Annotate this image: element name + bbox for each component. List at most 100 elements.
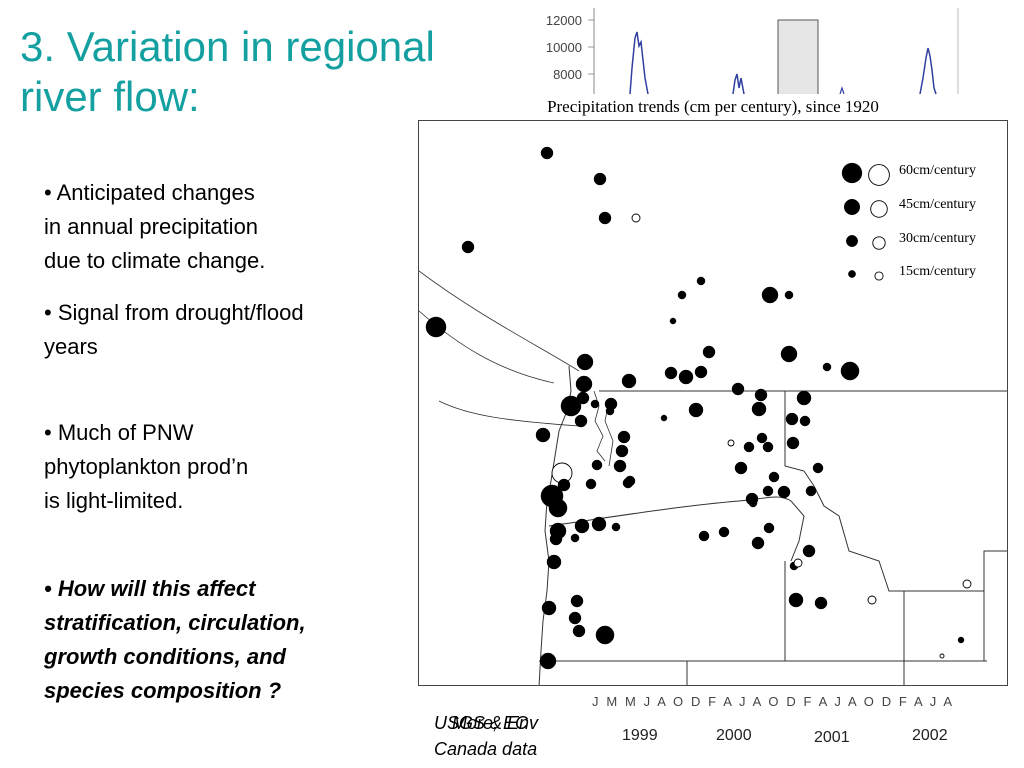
station-marker <box>786 436 800 450</box>
station-marker <box>688 402 704 418</box>
legend-label-15: 15cm/century <box>899 264 976 279</box>
station-marker <box>867 595 877 605</box>
station-marker <box>613 459 627 473</box>
station-marker <box>814 596 828 610</box>
station-marker <box>575 375 593 393</box>
legend-increase-symbol-30 <box>846 235 858 247</box>
legend-increase-symbol-45 <box>843 198 861 216</box>
source-line-canada: Canada data <box>434 739 538 759</box>
station-marker <box>698 530 710 542</box>
station-marker <box>570 594 584 608</box>
station-marker <box>595 625 615 645</box>
station-marker <box>546 554 562 570</box>
legend-label-30: 30cm/century <box>899 231 976 246</box>
legend-decrease-symbol-60 <box>868 164 890 186</box>
station-marker <box>751 536 765 550</box>
y-tick-12000: 12000 <box>546 13 582 28</box>
station-marker <box>669 317 677 325</box>
station-marker <box>541 600 557 616</box>
station-marker <box>734 461 748 475</box>
station-marker <box>549 532 563 546</box>
station-marker <box>788 592 804 608</box>
station-marker <box>763 522 775 534</box>
station-marker <box>539 652 557 670</box>
station-marker <box>957 636 965 644</box>
station-marker <box>762 441 774 453</box>
station-marker <box>570 533 580 543</box>
station-marker <box>590 399 600 409</box>
source-line-overlay: More, EC <box>452 713 529 733</box>
legend-label-45: 45cm/century <box>899 197 976 212</box>
station-marker <box>677 290 687 300</box>
station-marker <box>540 146 554 160</box>
station-marker <box>840 361 860 381</box>
legend-increase-symbol-60 <box>841 162 863 184</box>
year-2002: 2002 <box>912 727 948 744</box>
map-caption: Precipitation trends (cm per century), s… <box>547 97 879 116</box>
station-marker <box>768 471 780 483</box>
station-marker <box>812 462 824 474</box>
station-marker <box>425 316 447 338</box>
legend-decrease-symbol-15 <box>874 271 884 281</box>
slide-title: 3. Variation in regional river flow: <box>20 23 435 120</box>
year-2001: 2001 <box>814 729 850 746</box>
year-1999: 1999 <box>622 727 658 744</box>
station-marker <box>548 498 568 518</box>
station-marker <box>611 522 621 532</box>
hydrograph-x-axis: J M M J A O D F A J A O D F A J A O D F … <box>588 690 968 750</box>
station-marker <box>535 427 551 443</box>
station-marker <box>702 345 716 359</box>
station-marker <box>576 353 594 371</box>
station-marker <box>962 579 972 589</box>
station-marker <box>568 611 582 625</box>
station-marker <box>591 516 607 532</box>
station-marker <box>694 365 708 379</box>
station-marker <box>785 412 799 426</box>
station-marker <box>617 430 631 444</box>
station-marker <box>696 276 706 286</box>
legend-decrease-symbol-30 <box>872 236 886 250</box>
station-marker <box>660 414 668 422</box>
station-marker <box>748 498 758 508</box>
station-marker <box>598 211 612 225</box>
station-marker <box>751 401 767 417</box>
source-line-usgs: USGS & Env <box>434 713 539 733</box>
station-marker <box>622 477 634 489</box>
station-marker <box>718 526 730 538</box>
station-marker <box>796 390 812 406</box>
station-marker <box>777 485 791 499</box>
station-marker <box>762 485 774 497</box>
station-marker <box>939 653 945 659</box>
station-marker <box>743 441 755 453</box>
station-marker <box>574 414 588 428</box>
station-marker <box>780 345 798 363</box>
station-marker <box>802 544 816 558</box>
station-marker <box>822 362 832 372</box>
legend-decrease-symbol-45 <box>870 200 888 218</box>
station-marker <box>761 286 779 304</box>
station-marker <box>784 290 794 300</box>
station-marker <box>664 366 678 380</box>
station-marker <box>731 382 745 396</box>
highlight-band <box>777 19 819 94</box>
legend-label-60: 60cm/century <box>899 163 976 178</box>
bullet-question: • How will this affect stratification, c… <box>44 576 306 703</box>
bullet-light-limited: • Much of PNW phytoplankton prod’n is li… <box>44 420 249 513</box>
river-flow-hydrograph: 12000 10000 8000 <box>530 8 960 94</box>
bullet-drought-flood: • Signal from drought/flood years <box>44 300 304 359</box>
station-marker <box>605 406 615 416</box>
month-labels: J M M J A O D F A J A O D F A J A O D F … <box>592 694 952 709</box>
station-marker <box>727 439 735 447</box>
station-marker <box>631 213 641 223</box>
station-marker <box>678 369 694 385</box>
station-marker <box>799 415 811 427</box>
bullet-precipitation: • Anticipated changes in annual precipit… <box>44 180 266 273</box>
station-marker <box>585 478 597 490</box>
station-marker <box>574 518 590 534</box>
precipitation-trend-map: 60cm/century 45cm/century 30cm/century 1… <box>418 120 1008 686</box>
station-marker <box>615 444 629 458</box>
station-marker <box>793 558 803 568</box>
station-marker <box>593 172 607 186</box>
station-marker <box>756 432 768 444</box>
legend-increase-symbol-15 <box>848 270 856 278</box>
